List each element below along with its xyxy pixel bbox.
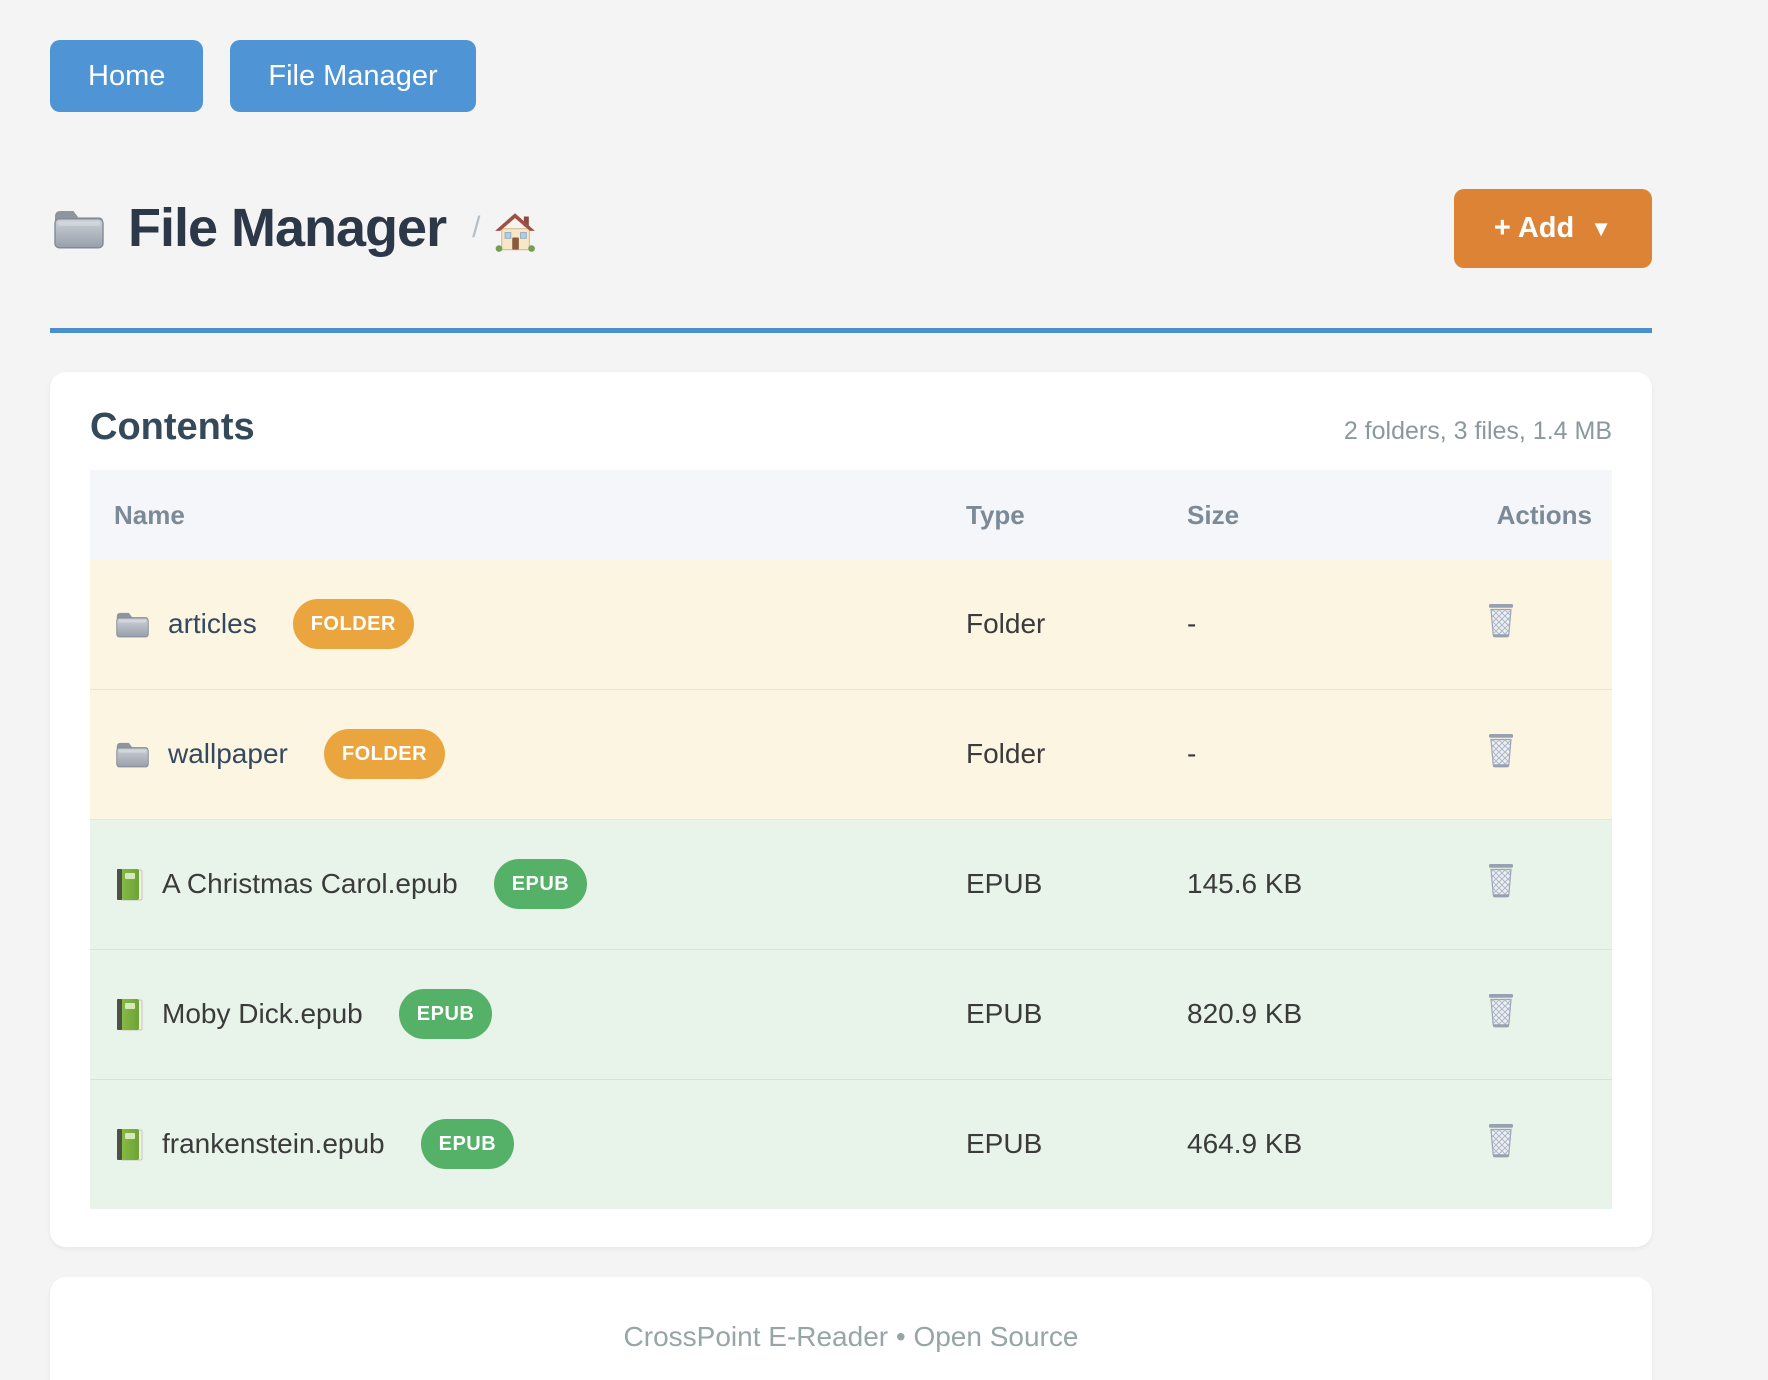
title-divider <box>50 328 1652 333</box>
column-header-type: Type <box>945 470 1165 560</box>
footer-text: CrossPoint E-Reader • Open Source <box>623 1321 1079 1352</box>
footer-card: CrossPoint E-Reader • Open Source <box>50 1277 1652 1380</box>
nav-file-manager-button[interactable]: File Manager <box>230 40 476 112</box>
table-row-wallpaper: wallpaper FOLDER Folder - <box>90 689 1612 820</box>
breadcrumb-separator: / <box>472 211 481 244</box>
trash-icon <box>1484 601 1518 639</box>
contents-summary: 2 folders, 3 files, 1.4 MB <box>1343 417 1612 445</box>
add-dropdown-button[interactable]: + Add ▼ <box>1453 188 1652 268</box>
file-table: Name Type Size Actions articles FOLDER F… <box>90 470 1612 1209</box>
table-header-row: Name Type Size Actions <box>90 470 1612 560</box>
file-type: Folder <box>945 689 1165 820</box>
page-title: File Manager <box>128 198 447 258</box>
file-type: EPUB <box>945 1079 1165 1209</box>
epub-badge: EPUB <box>398 989 493 1039</box>
green-book-icon <box>114 867 145 902</box>
green-book-icon <box>114 1127 145 1162</box>
folder-icon <box>114 738 151 770</box>
trash-icon <box>1484 731 1518 769</box>
green-book-icon <box>114 997 145 1032</box>
table-row-frankenstein: frankenstein.epub EPUB EPUB 464.9 KB <box>90 1079 1612 1209</box>
contents-heading: Contents <box>90 406 255 448</box>
delete-button[interactable] <box>1484 861 1518 899</box>
file-name[interactable]: articles <box>168 608 257 639</box>
trash-icon <box>1484 991 1518 1029</box>
caret-down-icon: ▼ <box>1590 216 1612 241</box>
column-header-actions: Actions <box>1390 470 1612 560</box>
file-size: - <box>1165 689 1390 820</box>
page-header: File Manager / + Add ▼ <box>50 188 1652 268</box>
folder-badge: FOLDER <box>323 729 446 779</box>
file-size: 820.9 KB <box>1165 949 1390 1080</box>
column-header-size: Size <box>1165 470 1390 560</box>
nav-home-button[interactable]: Home <box>50 40 204 112</box>
add-button-label: + Add <box>1493 211 1575 244</box>
file-size: - <box>1165 560 1390 690</box>
file-name: frankenstein.epub <box>162 1128 385 1159</box>
delete-button[interactable] <box>1484 1121 1518 1159</box>
home-breadcrumb-icon[interactable] <box>494 212 536 252</box>
file-type: EPUB <box>945 949 1165 1080</box>
contents-card: Contents 2 folders, 3 files, 1.4 MB Name… <box>50 372 1652 1247</box>
table-row-christmas-carol: A Christmas Carol.epub EPUB EPUB 145.6 K… <box>90 819 1612 950</box>
delete-button[interactable] <box>1484 731 1518 769</box>
delete-button[interactable] <box>1484 601 1518 639</box>
file-name: Moby Dick.epub <box>162 998 363 1029</box>
file-name[interactable]: wallpaper <box>168 738 288 769</box>
trash-icon <box>1484 1121 1518 1159</box>
file-size: 464.9 KB <box>1165 1079 1390 1209</box>
table-row-articles: articles FOLDER Folder - <box>90 560 1612 690</box>
column-header-name: Name <box>90 470 945 560</box>
file-type: EPUB <box>945 819 1165 950</box>
folder-badge: FOLDER <box>292 599 414 649</box>
file-name: A Christmas Carol.epub <box>162 868 458 899</box>
file-size: 145.6 KB <box>1165 819 1390 950</box>
top-nav: Home File Manager <box>50 0 1652 112</box>
trash-icon <box>1484 861 1518 899</box>
delete-button[interactable] <box>1484 991 1518 1029</box>
folder-icon <box>114 608 151 640</box>
folder-icon <box>50 204 108 252</box>
file-type: Folder <box>945 560 1165 690</box>
table-row-moby-dick: Moby Dick.epub EPUB EPUB 820.9 KB <box>90 949 1612 1080</box>
page-container: Home File Manager File Manager / + Add ▼… <box>50 0 1652 1380</box>
epub-badge: EPUB <box>493 859 588 909</box>
contents-card-header: Contents 2 folders, 3 files, 1.4 MB <box>90 404 1612 450</box>
epub-badge: EPUB <box>420 1119 515 1169</box>
